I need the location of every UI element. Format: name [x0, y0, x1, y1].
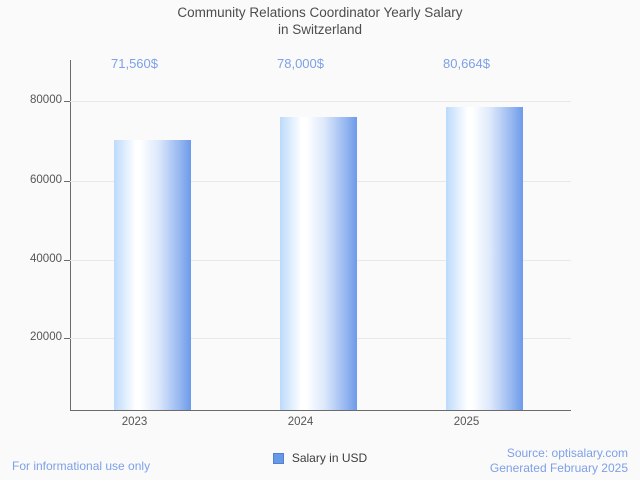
legend-swatch-icon [272, 452, 284, 464]
x-tick-label-2024: 2024 [287, 416, 314, 428]
footer-source-block: Source: optisalary.com Generated Februar… [490, 446, 628, 476]
y-axis-tick-labels: 20000 40000 60000 80000 [0, 0, 62, 480]
y-axis-line [70, 60, 71, 411]
gridline-80000 [70, 101, 571, 102]
y-tick-label-40000: 40000 [30, 253, 62, 265]
chart-title: Community Relations Coordinator Yearly S… [0, 4, 640, 38]
chart-title-line-1: Community Relations Coordinator Yearly S… [177, 5, 463, 20]
bar-value-label-2024: 78,000$ [277, 56, 324, 71]
x-axis-line [70, 410, 571, 411]
bar-2024[interactable] [280, 117, 357, 410]
chart-legend: Salary in USD [0, 451, 640, 465]
y-tick-mark-20000 [64, 338, 70, 339]
y-tick-mark-80000 [64, 101, 70, 102]
bar-value-label-2023: 71,560$ [111, 56, 158, 71]
bar-2025[interactable] [446, 107, 523, 410]
y-tick-mark-40000 [64, 260, 70, 261]
plot-area [70, 60, 571, 410]
legend-item-label: Salary in USD [291, 451, 368, 465]
chart-title-line-2: in Switzerland [277, 22, 363, 37]
bar-2023[interactable] [114, 140, 191, 410]
legend-item-salary-in-usd[interactable]: Salary in USD [272, 451, 368, 465]
bar-value-label-2025: 80,664$ [443, 56, 490, 71]
x-tick-label-2023: 2023 [121, 416, 148, 428]
footer-source: Source: optisalary.com [506, 446, 628, 460]
y-tick-label-20000: 20000 [30, 331, 62, 343]
y-tick-label-80000: 80000 [30, 94, 62, 106]
footer-disclaimer: For informational use only [12, 459, 151, 473]
y-tick-mark-60000 [64, 181, 70, 182]
x-tick-label-2025: 2025 [453, 416, 480, 428]
y-tick-label-60000: 60000 [30, 174, 62, 186]
footer-generated-date: Generated February 2025 [489, 461, 628, 475]
